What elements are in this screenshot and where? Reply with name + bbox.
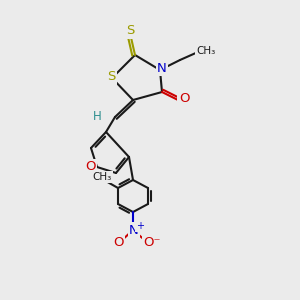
Text: O: O — [85, 160, 95, 173]
Text: O: O — [113, 236, 123, 250]
Text: CH₃: CH₃ — [92, 172, 112, 182]
Text: S: S — [107, 70, 115, 83]
Text: S: S — [126, 25, 134, 38]
Text: N: N — [129, 224, 139, 236]
Text: O⁻: O⁻ — [143, 236, 161, 250]
Text: N: N — [157, 61, 167, 74]
Text: O: O — [179, 92, 189, 106]
Text: CH₃: CH₃ — [196, 46, 216, 56]
Text: +: + — [136, 221, 144, 231]
Text: H: H — [93, 110, 101, 122]
